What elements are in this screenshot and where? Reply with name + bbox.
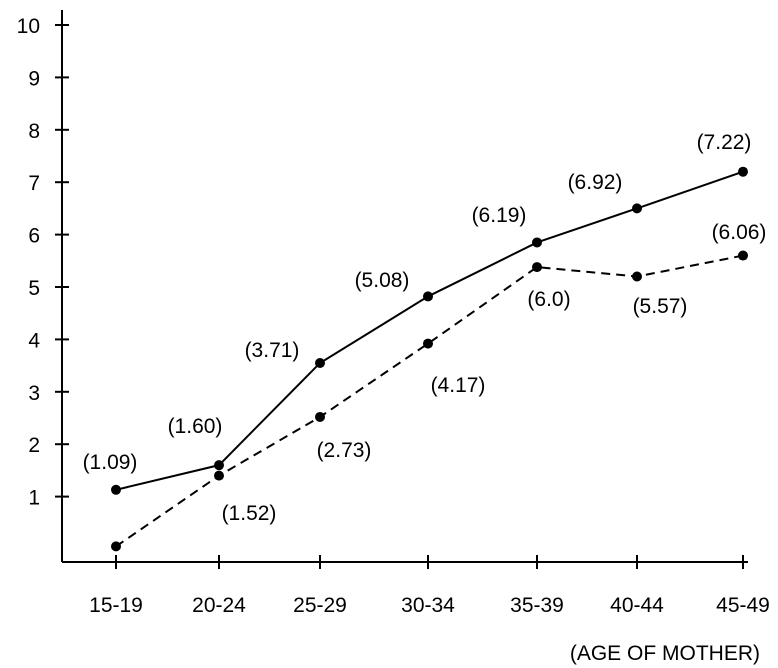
dashed-series-point <box>738 250 748 261</box>
x-tick-label: 40-44 <box>610 594 664 617</box>
dashed-series-data-label: (2.73) <box>317 439 372 462</box>
x-tick-label: 35-39 <box>510 594 564 617</box>
data-labels: (1.09) (1.60) (3.71) (5.08) (6.19) (6.92) (7.2… <box>83 131 767 525</box>
solid-series-data-label: (3.71) <box>245 339 300 362</box>
solid-series-point <box>423 291 433 302</box>
y-tick-label: 10 <box>17 15 40 38</box>
solid-series-point <box>214 460 224 471</box>
x-axis-title: (AGE OF MOTHER) <box>570 642 760 665</box>
y-tick-label: 1 <box>28 487 40 510</box>
solid-series-point <box>532 237 542 248</box>
dashed-series-data-label: (5.57) <box>633 295 688 318</box>
dashed-series-data-label: (6.0) <box>527 288 570 311</box>
solid-series-point <box>111 484 121 495</box>
solid-series-line <box>115 170 744 491</box>
solid-series-point <box>632 203 642 214</box>
dashed-series-point <box>111 541 121 552</box>
y-tick-label: 7 <box>28 172 40 195</box>
dashed-series-point <box>423 338 433 349</box>
y-tick-label: 5 <box>28 277 40 300</box>
solid-series-data-label: (6.19) <box>472 204 527 227</box>
dashed-series-data-label: (4.17) <box>431 374 486 397</box>
series-layer <box>111 166 748 552</box>
x-tick-label: 30-34 <box>401 594 455 617</box>
dashed-series-data-label: (6.06) <box>712 221 767 244</box>
x-tick-label: 25-29 <box>293 594 347 617</box>
solid-series-data-label: (6.92) <box>568 171 623 194</box>
y-tick-label: 9 <box>28 67 40 90</box>
y-tick-label: 8 <box>28 120 40 143</box>
x-axis-ticks: 15-19 20-24 25-29 30-34 35-39 40-44 45-49 <box>89 555 770 617</box>
y-tick-label: 4 <box>28 329 40 352</box>
dashed-series-point <box>532 262 542 273</box>
y-axis-ticks: 1 2 3 4 5 6 7 8 9 10 <box>17 15 69 510</box>
dashed-series-point <box>315 411 325 422</box>
dashed-series-data-label: (1.52) <box>222 502 277 525</box>
solid-series-point <box>315 357 325 368</box>
dashed-series-point <box>632 271 642 282</box>
y-tick-label: 3 <box>28 382 40 405</box>
y-tick-label: 6 <box>28 225 40 248</box>
y-tick-label: 2 <box>28 434 40 457</box>
dashed-series-point <box>214 470 224 481</box>
solid-series-data-label: (1.60) <box>168 415 223 438</box>
x-tick-label: 15-19 <box>89 594 143 617</box>
solid-series-data-label: (7.22) <box>697 131 752 154</box>
x-tick-label: 45-49 <box>716 594 770 617</box>
solid-series-point <box>738 166 748 177</box>
solid-series-data-label: (5.08) <box>355 269 410 292</box>
x-tick-label: 20-24 <box>192 594 246 617</box>
solid-series-data-label: (1.09) <box>83 451 138 474</box>
